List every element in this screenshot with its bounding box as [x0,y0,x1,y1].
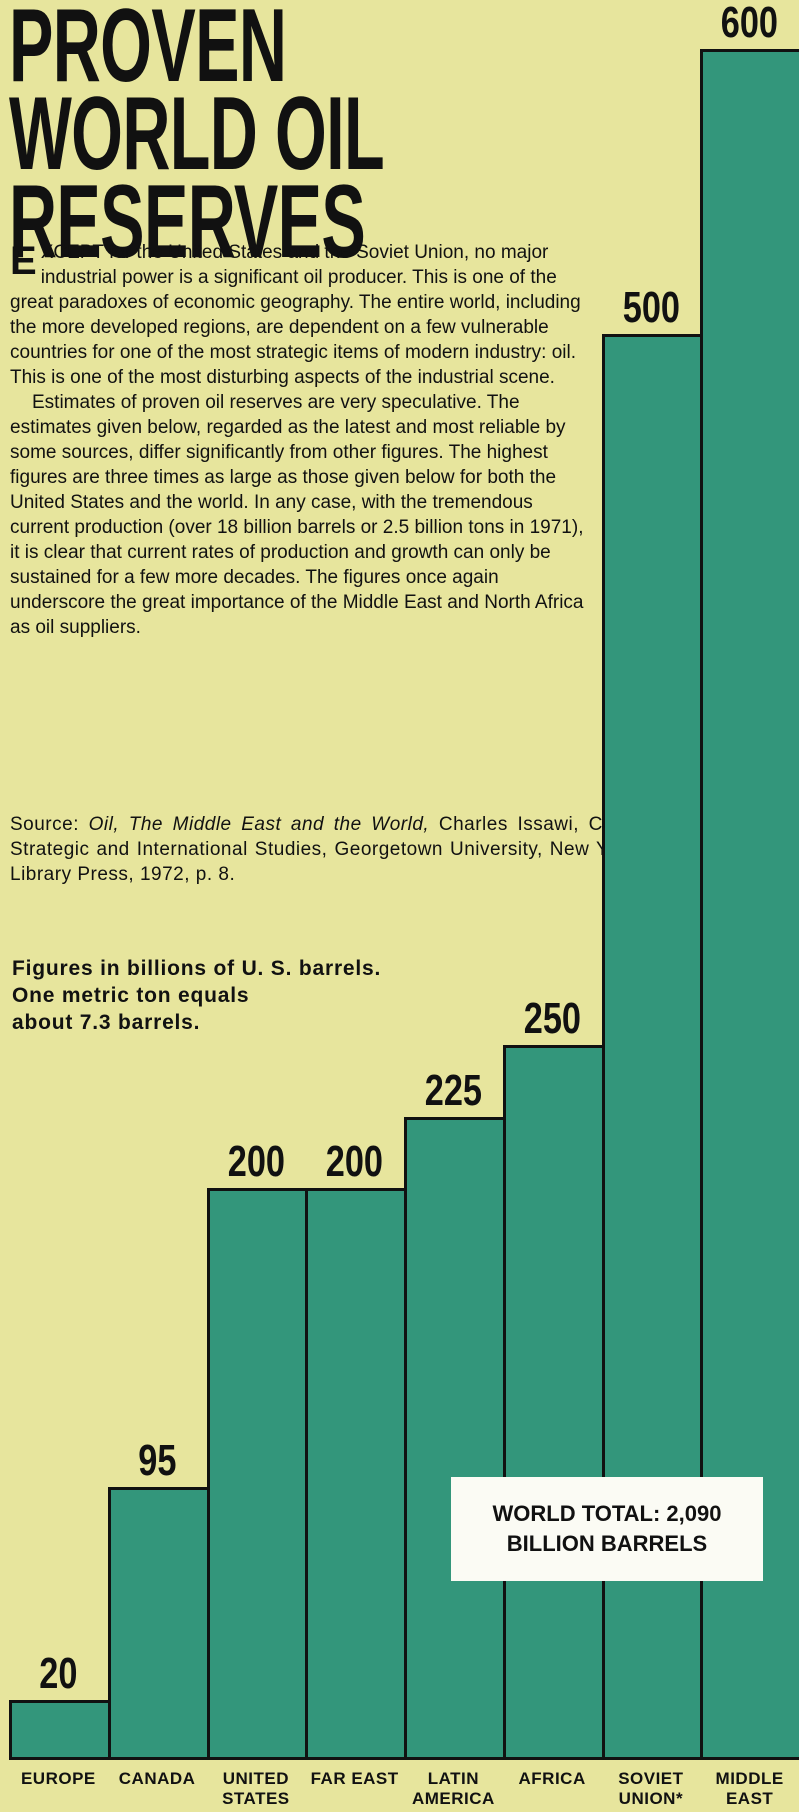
note-line: about 7.3 barrels. [12,1011,201,1034]
value-label: 95 [138,1435,177,1485]
source-title: Oil, The Middle East and the World, [88,814,430,835]
note-line: Figures in billions of U. S. barrels. [12,957,382,980]
value-label: 250 [523,994,581,1044]
category-label: UNITED STATES [222,1769,290,1808]
chart-title: PROVEN WORLD OIL RESERVES [9,0,383,280]
value-label: 200 [325,1136,384,1186]
category-label: EUROPE [20,1769,96,1788]
bar [9,1700,111,1760]
body-text: EXCEPT for the United States and the Sov… [10,239,590,640]
value-label: 225 [424,1065,483,1115]
bar [700,49,799,1760]
value-label: 600 [720,0,779,47]
annotation: WORLD TOTAL: 2,090 BILLION BARRELS [451,1477,763,1581]
category-label: FAR EAST [310,1769,399,1788]
value-label: 20 [39,1649,78,1699]
source-prefix: Source: [10,814,79,835]
annotation-line: WORLD TOTAL: 2,090 [492,1501,722,1526]
category-label: SOVIET UNION* [618,1769,684,1808]
category-label: AFRICA [518,1769,586,1788]
category-label: MIDDLE EAST [715,1769,784,1808]
value-label: 200 [227,1136,285,1186]
bar [404,1116,506,1760]
note: Figures in billions of U. S. barrels. One… [12,955,381,1036]
bar [206,1187,309,1760]
bar [502,1045,605,1760]
paragraph: EXCEPT for the United States and the Sov… [10,239,581,388]
bar [305,1187,407,1760]
value-label: 500 [622,282,680,332]
category-label: CANADA [118,1769,196,1788]
category-label: LATIN AMERICA [411,1769,495,1808]
bar [107,1486,210,1760]
note-line: One metric ton equals [12,984,250,1007]
source: Source: Oil, The Middle East and the Wor… [10,812,682,887]
paragraph: Estimates of proven oil reserves are ver… [10,392,584,638]
annotation-line: BILLION BARRELS [506,1531,708,1556]
